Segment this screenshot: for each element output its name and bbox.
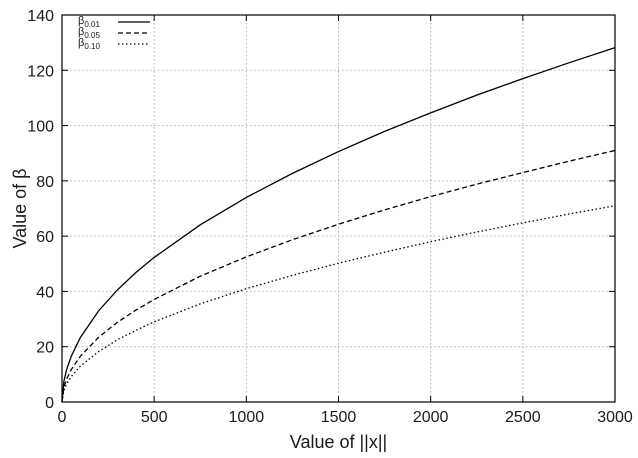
legend-label-2: β0.10: [78, 37, 100, 51]
grid: [62, 15, 615, 402]
x-tick-label: 0: [58, 409, 67, 426]
x-tick-label: 2500: [505, 409, 541, 426]
legend-subscript: 0.01: [84, 20, 100, 29]
series-line-2: [61, 205, 616, 403]
x-tick-label: 1500: [321, 409, 357, 426]
series-line-1: [61, 149, 616, 403]
y-tick-label: 40: [36, 284, 54, 301]
legend-subscript: 0.10: [84, 42, 100, 51]
y-axis-label: Value of β: [10, 168, 30, 248]
y-tick-label: 60: [36, 229, 54, 246]
axis-ticks: 0 500 1000 1500 2000 2500 3000 0 20 40 60 80 100 120 1…: [27, 8, 633, 426]
legend-label-0: β0.01: [78, 15, 100, 29]
x-tick-label: 2000: [413, 409, 449, 426]
x-tick-label: 1000: [229, 409, 265, 426]
x-tick-label: 3000: [597, 409, 633, 426]
legend-symbol: β: [78, 26, 84, 38]
y-tick-label: 120: [27, 63, 54, 80]
legend-label-1: β0.05: [78, 26, 100, 40]
series-line-0: [61, 47, 616, 403]
legend-subscript: 0.05: [84, 31, 100, 40]
x-axis-label: Value of ||x||: [290, 432, 387, 452]
series-lines: [61, 47, 616, 403]
legend-symbol: β: [78, 37, 84, 49]
y-tick-label: 140: [27, 8, 54, 25]
y-tick-label: 100: [27, 119, 54, 136]
legend-symbol: β: [78, 15, 84, 27]
y-tick-label: 0: [45, 395, 54, 412]
y-tick-label: 20: [36, 340, 54, 357]
x-tick-label: 500: [141, 409, 168, 426]
y-tick-label: 80: [36, 174, 54, 191]
